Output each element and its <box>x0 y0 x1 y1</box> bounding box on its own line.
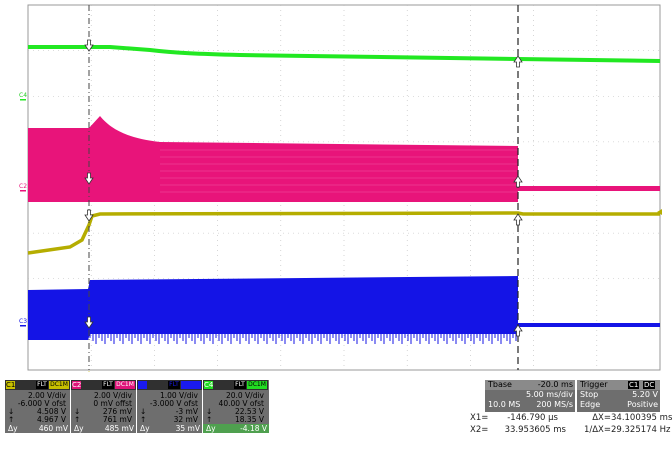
trigger-label: Trigger <box>580 380 608 389</box>
ch3-sym-2: Δy <box>140 424 150 433</box>
ch2-info-box[interactable]: C2 FLT DC1M 2.00 V/div 0 mV offst ↓ 276 m… <box>71 380 136 424</box>
ch4-coupling: DC1M <box>247 381 267 389</box>
cursor-x1-ch4-arrow[interactable] <box>84 39 94 52</box>
ch3-noise-spikes <box>89 334 517 344</box>
trigger-coupling: DC <box>643 381 656 389</box>
timebase-panel[interactable]: Tbase -20.0 ms 5.00 ms/div 10.0 MS 200 M… <box>485 380 575 412</box>
timebase-tdiv: 5.00 ms/div <box>525 390 573 399</box>
ch3-vdiv: 1.00 V/div <box>159 391 198 400</box>
cursor-x1-label: X1= <box>470 413 489 423</box>
cursor-x1-ch2-arrow[interactable] <box>84 172 94 185</box>
ch3-sym-1: ↑ <box>140 415 147 424</box>
ch1-sym-2: Δy <box>8 424 18 433</box>
cursor-x1-ch3-arrow[interactable] <box>84 316 94 329</box>
ch1-info-box[interactable]: C1 FLT DC1M 2.00 V/div -6.000 V ofst ↓ 4.… <box>5 380 70 424</box>
ch1-vdiv: 2.00 V/div <box>27 391 66 400</box>
ch1-sym-0: ↓ <box>8 407 15 416</box>
ch1-filter: FLT <box>36 381 48 389</box>
ch2-coupling: DC1M <box>115 381 135 389</box>
cursor-x2-ch1-arrow[interactable] <box>513 213 523 226</box>
ch2-filter: FLT <box>102 381 114 389</box>
ch4-sym-1: ↑ <box>206 415 213 424</box>
cursor-inv-label: 1/ΔX= <box>583 425 611 435</box>
ch3-tag: C3 <box>138 381 148 389</box>
ch2-trace-band <box>28 116 518 202</box>
ch3-val-2: 35 mV <box>175 424 200 433</box>
cursor-x2-label: X2= <box>470 425 489 435</box>
ch1-tag: C1 <box>6 381 16 389</box>
ch2-val-0: 276 mV <box>102 407 132 416</box>
cursor-x2-ch2-arrow[interactable] <box>513 175 523 188</box>
ch3-val-1: 32 mV <box>173 415 198 424</box>
ch4-vdiv: 20.0 V/div <box>225 391 264 400</box>
cursor-x2-value: 33.953605 ms <box>504 425 566 435</box>
ch1-offset: -6.000 V ofst <box>17 399 66 408</box>
waveform-display: C4 C2 C3 <box>19 4 662 372</box>
ch4-val-0: 22.53 V <box>235 407 264 416</box>
ch2-tag: C2 <box>72 381 82 389</box>
ch4-tag: C4 <box>204 381 214 389</box>
timebase-samples: 10.0 MS <box>488 400 521 409</box>
ch1-coupling: DC1M <box>49 381 69 389</box>
ch2-val-1: 761 mV <box>102 415 132 424</box>
ch2-val-2: 485 mV <box>104 424 134 433</box>
ch4-val-1: 18.35 V <box>235 415 264 424</box>
ch3-trace-low <box>518 323 660 327</box>
ch3-trace-band <box>28 276 518 340</box>
ch4-val-2: -4.18 V <box>240 424 267 433</box>
trigger-level-marker <box>657 209 662 215</box>
trigger-type: Edge <box>580 400 601 409</box>
ch3-filter: FLT <box>168 381 180 389</box>
cursor-x1-value: -146.790 µs <box>507 413 558 423</box>
cursor-dx-value: 34.100395 ms <box>611 413 672 423</box>
ch3-offset: -3.000 V ofst <box>149 399 198 408</box>
ch1-val-0: 4.508 V <box>37 407 66 416</box>
ch2-sym-0: ↓ <box>74 407 81 416</box>
cursor-x2-ch4-arrow[interactable] <box>513 55 523 68</box>
ch2-sym-1: ↑ <box>74 415 81 424</box>
timebase-label: Tbase <box>488 380 512 389</box>
cursor-x1-ch1-arrow[interactable] <box>84 209 94 222</box>
ch1-sym-1: ↑ <box>8 415 15 424</box>
ch3-coupling: DC1M <box>181 381 201 389</box>
trigger-mode: Stop <box>580 390 599 399</box>
trigger-panel[interactable]: Trigger C1 DC Stop 5.20 V Edge Positive <box>577 380 660 412</box>
ch1-val-1: 4.967 V <box>37 415 66 424</box>
ch3-marker: C3 <box>19 318 27 325</box>
cursor-dx-label: ΔX= <box>592 413 611 423</box>
timebase-rate: 200 MS/s <box>536 400 573 409</box>
ch2-sym-2: Δy <box>74 424 84 433</box>
cursor-readout: X1= -146.790 µs ΔX= 34.100395 ms X2= 33.… <box>470 413 672 443</box>
cursor-inv-value: 29.325174 Hz <box>611 425 671 435</box>
ch4-offset: 40.00 V ofst <box>218 399 264 408</box>
trigger-source: C1 <box>628 381 640 389</box>
ch3-sym-0: ↓ <box>140 407 147 416</box>
ch4-trace <box>28 45 661 63</box>
ch3-ground-marker <box>20 325 26 327</box>
ch4-info-box[interactable]: C4 FLT DC1M 20.0 V/div 40.00 V ofst ↓ 22.… <box>203 380 269 424</box>
ch2-vdiv: 2.00 V/div <box>93 391 132 400</box>
ch1-val-2: 460 mV <box>38 424 68 433</box>
ch4-sym-2: Δy <box>206 424 216 433</box>
ch2-marker: C2 <box>19 183 27 190</box>
delta-y-row: Δy 460 mV Δy 485 mV Δy 35 mV Δy -4.18 V <box>5 424 269 433</box>
ch2-ground-marker <box>20 190 26 192</box>
ch3-info-box[interactable]: C3 FLT DC1M 1.00 V/div -3.000 V ofst ↓ -3… <box>137 380 202 424</box>
trigger-level: 5.20 V <box>632 390 658 399</box>
cursor-x2-ch3-arrow[interactable] <box>513 324 523 337</box>
ch4-ground-marker <box>20 99 26 101</box>
ch4-sym-0: ↓ <box>206 407 213 416</box>
timebase-delay: -20.0 ms <box>537 380 573 389</box>
ch2-offset: 0 mV offst <box>93 399 132 408</box>
trigger-position-marker <box>88 371 90 372</box>
ch4-filter: FLT <box>234 381 246 389</box>
trigger-slope: Positive <box>627 400 658 409</box>
ch3-val-0: -3 mV <box>175 407 198 416</box>
ch4-marker: C4 <box>19 92 27 99</box>
ch2-trace-low <box>518 186 660 191</box>
